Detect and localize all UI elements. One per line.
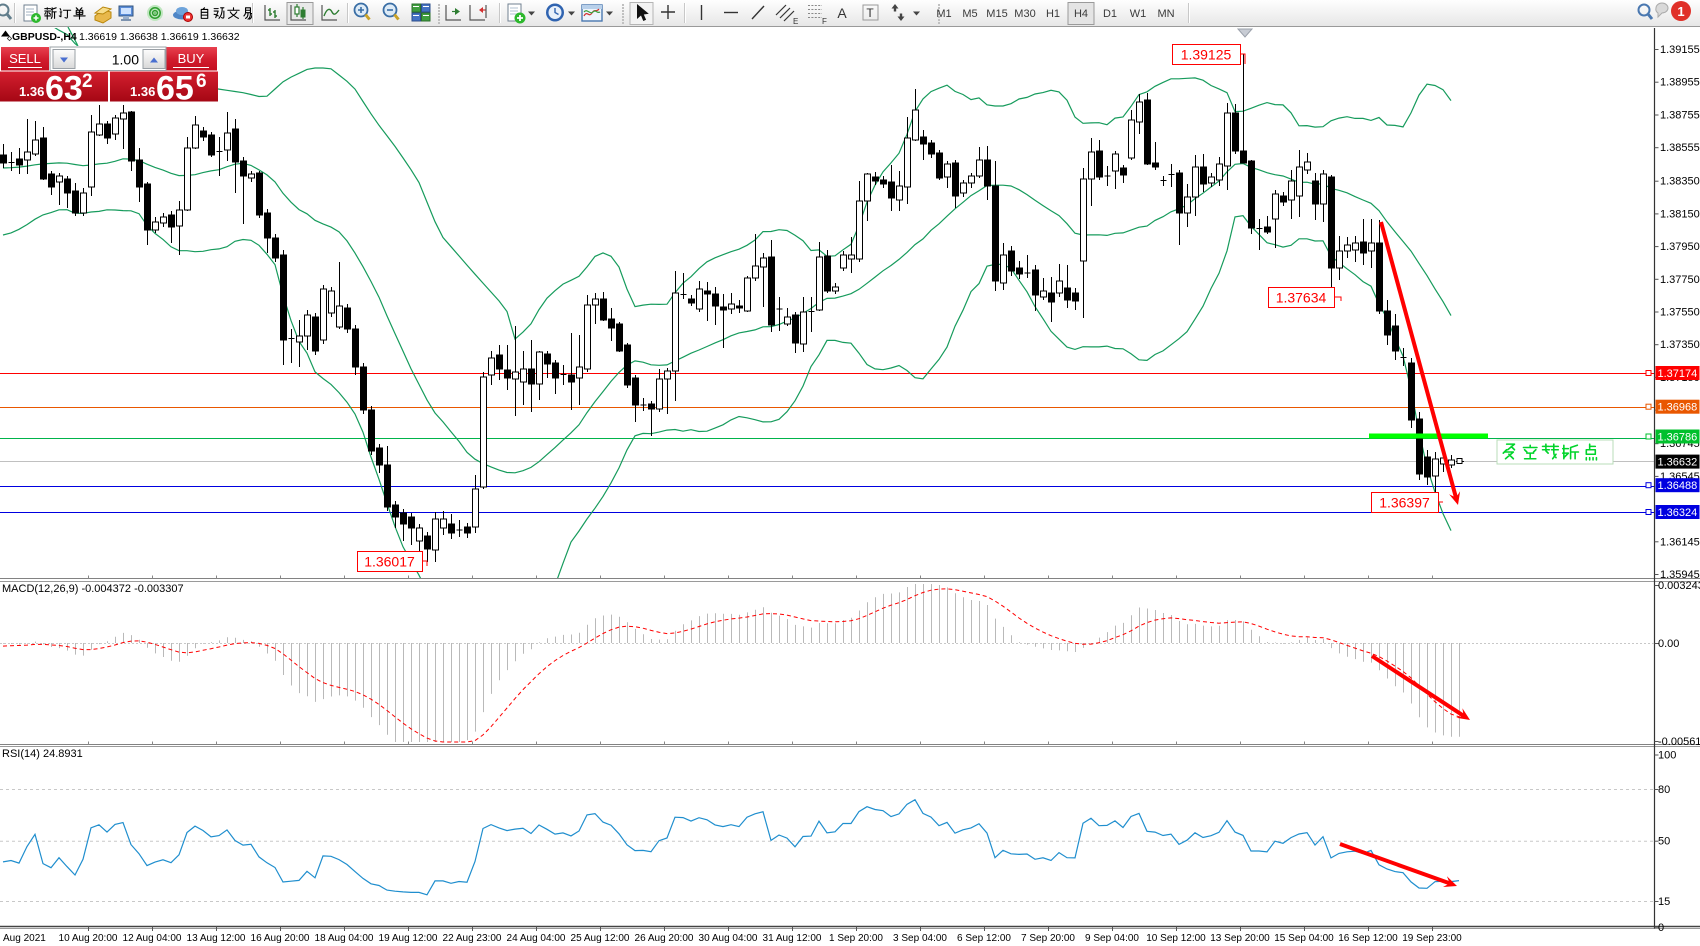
- svg-text:M5: M5: [962, 8, 977, 20]
- svg-text:1.36: 1.36: [130, 84, 155, 99]
- svg-text:1.36619 1.36638 1.36619 1.3663: 1.36619 1.36638 1.36619 1.36632: [79, 31, 240, 43]
- svg-text:1.36017: 1.36017: [364, 554, 415, 570]
- svg-text:H1: H1: [1046, 8, 1060, 20]
- svg-text:65: 65: [156, 70, 194, 108]
- svg-text:16 Aug 20:00: 16 Aug 20:00: [251, 933, 310, 944]
- svg-text:6: 6: [196, 71, 207, 92]
- svg-text:MN: MN: [1157, 8, 1174, 20]
- svg-text:30 Aug 04:00: 30 Aug 04:00: [699, 933, 758, 944]
- svg-text:1.38955: 1.38955: [1660, 77, 1700, 89]
- svg-text:10 Sep 12:00: 10 Sep 12:00: [1146, 933, 1206, 944]
- svg-text:T: T: [866, 6, 874, 20]
- svg-text:50: 50: [1658, 836, 1670, 848]
- svg-text:SELL: SELL: [9, 51, 41, 66]
- svg-text:1.39155: 1.39155: [1660, 44, 1700, 56]
- svg-text:1.37634: 1.37634: [1276, 290, 1327, 306]
- svg-text:15 Sep 04:00: 15 Sep 04:00: [1274, 933, 1334, 944]
- svg-text:M30: M30: [1014, 8, 1035, 20]
- svg-text:Aug 2021: Aug 2021: [3, 933, 46, 944]
- svg-text:H4: H4: [1074, 8, 1088, 20]
- svg-text:BUY: BUY: [178, 51, 205, 66]
- svg-text:19 Sep 23:00: 19 Sep 23:00: [1402, 933, 1462, 944]
- svg-text:1: 1: [1677, 4, 1684, 19]
- svg-text:0.003243: 0.003243: [1658, 580, 1700, 592]
- svg-text:1.36786: 1.36786: [1658, 432, 1698, 444]
- svg-text:M1: M1: [936, 8, 951, 20]
- svg-text:GBPUSD-,H4: GBPUSD-,H4: [12, 31, 77, 43]
- svg-text:1.37174: 1.37174: [1658, 368, 1698, 380]
- svg-text:24 Aug 04:00: 24 Aug 04:00: [507, 933, 566, 944]
- svg-text:19 Aug 12:00: 19 Aug 12:00: [379, 933, 438, 944]
- svg-text:31 Aug 12:00: 31 Aug 12:00: [763, 933, 822, 944]
- svg-text:1.36397: 1.36397: [1379, 495, 1430, 511]
- svg-text:1.37550: 1.37550: [1660, 307, 1700, 319]
- svg-text:25 Aug 12:00: 25 Aug 12:00: [571, 933, 630, 944]
- svg-text:13 Sep 20:00: 13 Sep 20:00: [1210, 933, 1270, 944]
- svg-text:1.37350: 1.37350: [1660, 339, 1700, 351]
- svg-text:18 Aug 04:00: 18 Aug 04:00: [315, 933, 374, 944]
- svg-text:1.36324: 1.36324: [1658, 507, 1698, 519]
- svg-text:7 Sep 20:00: 7 Sep 20:00: [1021, 933, 1075, 944]
- svg-text:22 Aug 23:00: 22 Aug 23:00: [443, 933, 502, 944]
- svg-text:M15: M15: [986, 8, 1007, 20]
- svg-text:E: E: [793, 17, 798, 26]
- svg-text:1.36488: 1.36488: [1658, 480, 1698, 492]
- svg-text:3 Sep 04:00: 3 Sep 04:00: [893, 933, 947, 944]
- svg-text:1.39125: 1.39125: [1181, 47, 1232, 63]
- svg-text:10 Aug 20:00: 10 Aug 20:00: [59, 933, 118, 944]
- svg-text:1.36: 1.36: [19, 84, 44, 99]
- svg-text:100: 100: [1658, 750, 1676, 762]
- svg-text:13 Aug 12:00: 13 Aug 12:00: [187, 933, 246, 944]
- svg-text:15: 15: [1658, 896, 1670, 908]
- svg-text:1.36145: 1.36145: [1660, 536, 1700, 548]
- svg-text:1.35945: 1.35945: [1660, 569, 1700, 581]
- svg-text:1.00: 1.00: [112, 52, 139, 68]
- svg-text:1.36632: 1.36632: [1658, 457, 1698, 469]
- svg-text:MACD(12,26,9) -0.004372 -0.003: MACD(12,26,9) -0.004372 -0.003307: [2, 583, 184, 595]
- svg-text:9 Sep 04:00: 9 Sep 04:00: [1085, 933, 1139, 944]
- svg-text:1.37950: 1.37950: [1660, 241, 1700, 253]
- svg-text:0.00: 0.00: [1658, 638, 1679, 650]
- svg-text:1.38350: 1.38350: [1660, 176, 1700, 188]
- svg-text:1.36968: 1.36968: [1658, 402, 1698, 414]
- svg-text:1.38555: 1.38555: [1660, 142, 1700, 154]
- svg-text:F: F: [822, 17, 827, 26]
- svg-text:80: 80: [1658, 784, 1670, 796]
- svg-text:-0.005616: -0.005616: [1658, 736, 1700, 748]
- svg-text:1.38150: 1.38150: [1660, 208, 1700, 220]
- svg-text:0: 0: [1658, 922, 1664, 934]
- svg-text:12 Aug 04:00: 12 Aug 04:00: [123, 933, 182, 944]
- svg-text:1 Sep 20:00: 1 Sep 20:00: [829, 933, 883, 944]
- svg-text:1.38755: 1.38755: [1660, 110, 1700, 122]
- svg-text:16 Sep 12:00: 16 Sep 12:00: [1338, 933, 1398, 944]
- svg-text:63: 63: [45, 70, 83, 108]
- svg-text:D1: D1: [1103, 8, 1117, 20]
- svg-text:A: A: [837, 5, 847, 21]
- svg-text:6 Sep 12:00: 6 Sep 12:00: [957, 933, 1011, 944]
- svg-text:26 Aug 20:00: 26 Aug 20:00: [635, 933, 694, 944]
- svg-text:1.37750: 1.37750: [1660, 274, 1700, 286]
- svg-text:W1: W1: [1130, 8, 1147, 20]
- svg-text:2: 2: [82, 71, 93, 92]
- svg-text:RSI(14) 24.8931: RSI(14) 24.8931: [2, 748, 83, 760]
